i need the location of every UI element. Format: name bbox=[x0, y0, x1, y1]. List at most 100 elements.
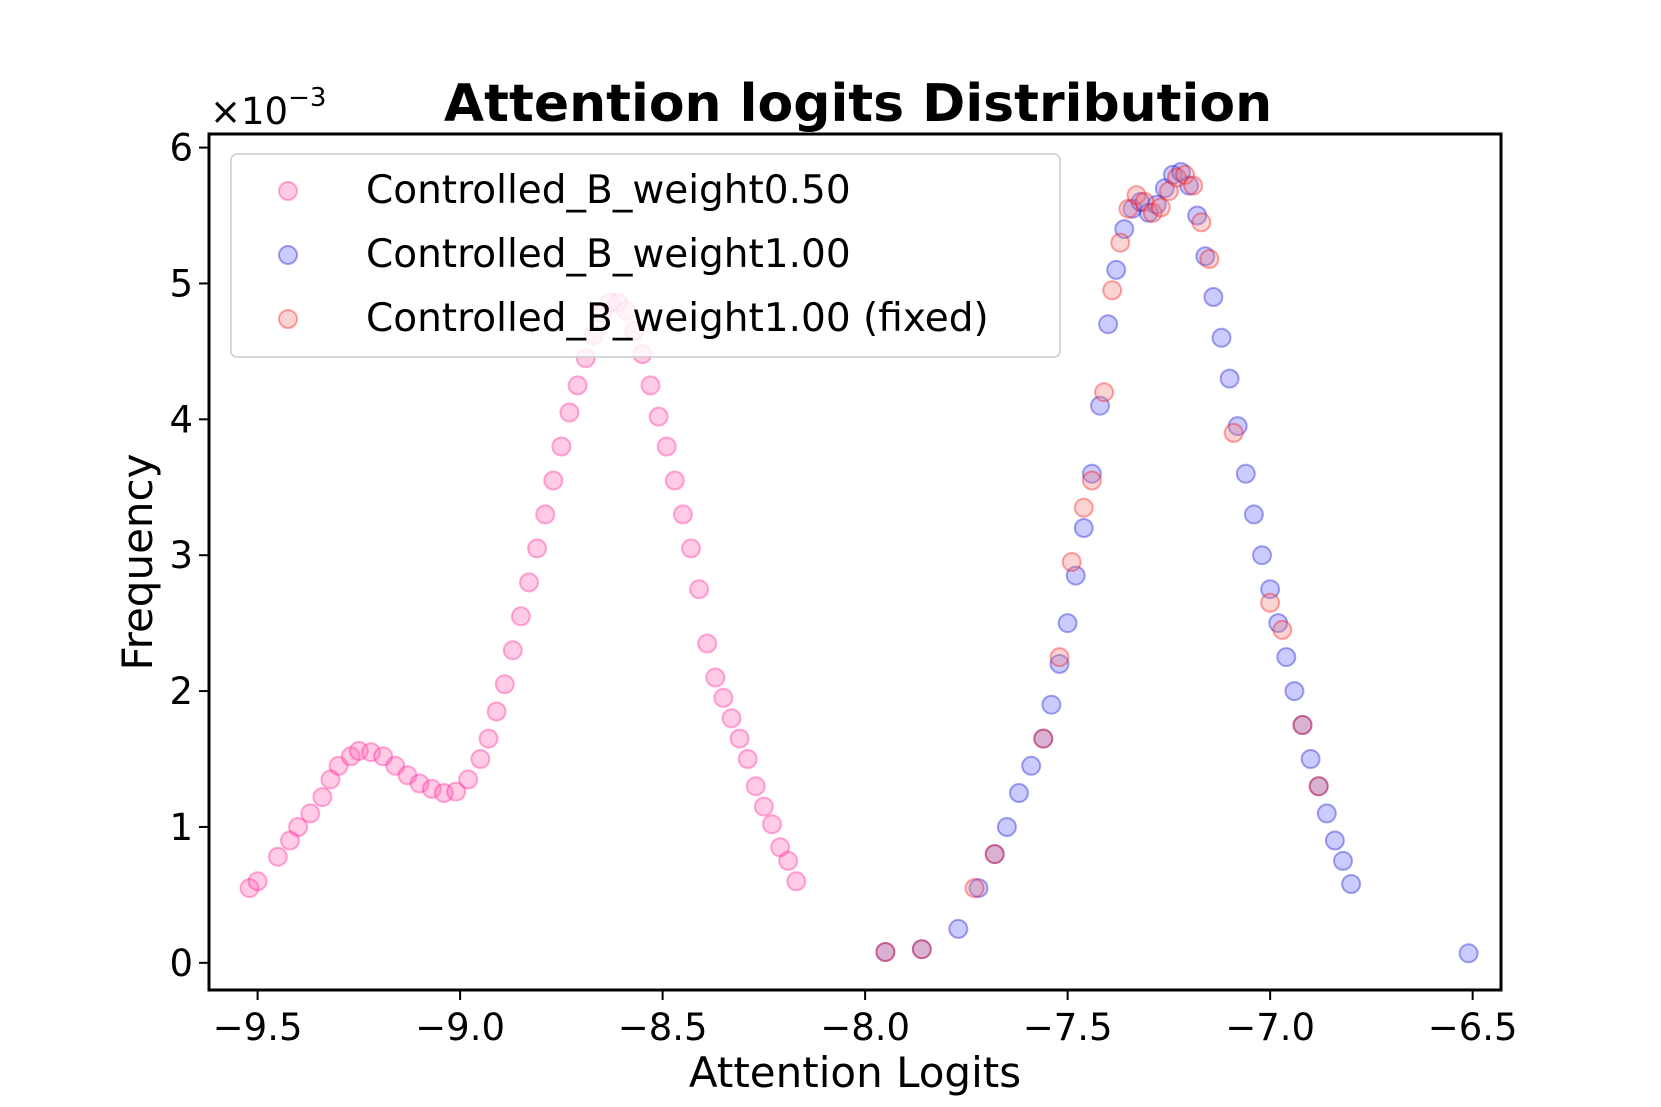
data-point-controlled-b-weight0-50 bbox=[729, 728, 750, 749]
y-tick-label: 1 bbox=[169, 806, 193, 849]
data-point-controlled-b-weight1-00 bbox=[1090, 395, 1110, 416]
y-tick-label: 5 bbox=[169, 262, 193, 305]
data-point-controlled-b-weight0-50 bbox=[778, 850, 799, 871]
data-point-controlled-b-weight1-00 bbox=[1252, 545, 1272, 566]
data-point-controlled-b-weight1-00 bbox=[1284, 681, 1305, 702]
data-point-controlled-b-weight1-00 bbox=[948, 918, 969, 939]
data-point-controlled-b-weight0-50 bbox=[470, 749, 491, 769]
data-point-controlled-b-weight0-50 bbox=[681, 538, 701, 559]
data-point-controlled-b-weight1-00 bbox=[1211, 327, 1232, 348]
data-point-controlled-b-weight1-00 bbox=[1122, 198, 1143, 219]
data-point-controlled-b-weight1-00-fixed bbox=[1073, 497, 1094, 518]
y-tick-label: 6 bbox=[169, 127, 193, 170]
data-point-controlled-b-weight0-50 bbox=[328, 755, 349, 776]
data-point-controlled-b-weight0-50 bbox=[697, 633, 718, 654]
data-point-controlled-b-weight0-50 bbox=[786, 871, 807, 892]
legend-label-weight050: Controlled_B_weight0.50 bbox=[366, 168, 851, 213]
y-axis-multiplier: ×10−3 bbox=[210, 83, 326, 133]
data-point-controlled-b-weight0-50 bbox=[300, 803, 321, 824]
x-tick-label: −8.0 bbox=[820, 1006, 910, 1049]
data-point-controlled-b-weight1-00 bbox=[875, 942, 896, 962]
data-point-controlled-b-weight1-00 bbox=[1138, 202, 1159, 223]
legend-label-weight100: Controlled_B_weight1.00 bbox=[366, 232, 851, 277]
data-point-controlled-b-weight1-00-fixed bbox=[984, 844, 1005, 865]
data-point-controlled-b-weight0-50 bbox=[713, 687, 734, 708]
y-axis-multiplier-base: ×10 bbox=[210, 90, 288, 133]
data-point-controlled-b-weight1-00-fixed bbox=[1134, 191, 1155, 212]
data-point-controlled-b-weight0-50 bbox=[288, 817, 309, 837]
y-axis-title: Frequency bbox=[113, 454, 162, 671]
y-tick-label: 3 bbox=[169, 534, 193, 577]
data-point-controlled-b-weight1-00-fixed bbox=[1260, 592, 1281, 613]
data-point-controlled-b-weight0-50 bbox=[421, 778, 442, 799]
data-point-controlled-b-weight1-00 bbox=[1130, 191, 1151, 212]
data-point-controlled-b-weight1-00 bbox=[996, 817, 1017, 837]
data-point-controlled-b-weight0-50 bbox=[446, 781, 467, 802]
data-point-controlled-b-weight1-00 bbox=[1203, 287, 1224, 307]
data-point-controlled-b-weight0-50 bbox=[656, 436, 677, 457]
data-point-controlled-b-weight1-00-fixed bbox=[1033, 728, 1054, 749]
data-point-controlled-b-weight0-50 bbox=[267, 846, 288, 867]
data-point-controlled-b-weight1-00 bbox=[1065, 565, 1086, 586]
data-point-controlled-b-weight0-50 bbox=[705, 667, 726, 688]
x-tick-label: −7.0 bbox=[1225, 1006, 1315, 1049]
data-point-controlled-b-weight1-00-fixed bbox=[1158, 181, 1179, 202]
data-point-controlled-b-weight1-00 bbox=[1146, 194, 1167, 215]
data-point-controlled-b-weight1-00 bbox=[1243, 504, 1264, 525]
data-point-controlled-b-weight0-50 bbox=[737, 749, 758, 769]
data-point-controlled-b-weight0-50 bbox=[361, 742, 381, 763]
data-point-controlled-b-weight1-00 bbox=[1162, 164, 1183, 185]
data-point-controlled-b-weight0-50 bbox=[559, 402, 580, 423]
x-tick-label: −6.5 bbox=[1428, 1006, 1518, 1049]
data-point-controlled-b-weight0-50 bbox=[312, 787, 333, 808]
data-point-controlled-b-weight0-50 bbox=[397, 765, 418, 786]
data-point-controlled-b-weight1-00-fixed bbox=[1094, 382, 1115, 403]
legend-marker-weight050 bbox=[278, 181, 298, 201]
data-point-controlled-b-weight1-00 bbox=[1057, 613, 1078, 634]
data-point-controlled-b-weight1-00 bbox=[1106, 259, 1127, 280]
data-point-controlled-b-weight0-50 bbox=[433, 783, 454, 803]
data-point-controlled-b-weight1-00-fixed bbox=[1191, 212, 1212, 233]
data-point-controlled-b-weight0-50 bbox=[239, 878, 260, 899]
data-point-controlled-b-weight1-00 bbox=[1195, 246, 1216, 267]
data-point-controlled-b-weight0-50 bbox=[478, 728, 499, 749]
x-tick-label: −9.5 bbox=[213, 1006, 303, 1049]
data-point-controlled-b-weight1-00-fixed bbox=[1183, 175, 1204, 196]
data-point-controlled-b-weight0-50 bbox=[527, 538, 548, 559]
data-point-controlled-b-weight0-50 bbox=[753, 796, 774, 817]
data-point-controlled-b-weight0-50 bbox=[519, 572, 539, 593]
data-point-controlled-b-weight0-50 bbox=[745, 776, 766, 797]
data-point-controlled-b-weight0-50 bbox=[320, 769, 341, 790]
data-point-controlled-b-weight0-50 bbox=[770, 837, 791, 858]
data-point-controlled-b-weight0-50 bbox=[648, 406, 669, 427]
x-tick-label: −7.5 bbox=[1023, 1006, 1113, 1049]
data-point-controlled-b-weight1-00-fixed bbox=[964, 878, 985, 899]
data-point-controlled-b-weight0-50 bbox=[502, 640, 523, 661]
data-point-controlled-b-weight1-00-fixed bbox=[1081, 470, 1102, 491]
legend-label-weight100-fixed: Controlled_B_weight1.00 (fixed) bbox=[366, 296, 989, 341]
data-point-controlled-b-weight1-00 bbox=[1300, 749, 1321, 769]
legend: Controlled_B_weight0.50 Controlled_B_wei… bbox=[230, 153, 1061, 358]
data-point-controlled-b-weight0-50 bbox=[672, 504, 693, 525]
data-point-controlled-b-weight0-50 bbox=[409, 773, 430, 794]
plot-area-frame bbox=[207, 132, 1503, 992]
data-point-controlled-b-weight1-00-fixed bbox=[1150, 197, 1171, 218]
data-point-controlled-b-weight1-00 bbox=[1292, 715, 1313, 735]
data-point-controlled-b-weight1-00 bbox=[1316, 803, 1337, 824]
x-axis-title: Attention Logits bbox=[689, 1048, 1021, 1097]
data-point-controlled-b-weight1-00 bbox=[1260, 579, 1281, 600]
data-point-controlled-b-weight1-00-fixed bbox=[1223, 422, 1244, 443]
data-point-controlled-b-weight1-00-fixed bbox=[1167, 167, 1187, 188]
data-point-controlled-b-weight0-50 bbox=[280, 830, 300, 851]
data-point-controlled-b-weight1-00 bbox=[1333, 850, 1353, 871]
data-point-controlled-b-weight1-00-fixed bbox=[1308, 776, 1329, 797]
data-point-controlled-b-weight1-00 bbox=[1171, 162, 1191, 182]
data-point-controlled-b-weight0-50 bbox=[535, 504, 556, 525]
data-point-controlled-b-weight1-00 bbox=[1021, 755, 1042, 776]
data-point-controlled-b-weight0-50 bbox=[348, 740, 369, 761]
data-point-controlled-b-weight1-00-fixed bbox=[1102, 280, 1123, 301]
data-point-controlled-b-weight0-50 bbox=[247, 871, 268, 892]
data-point-controlled-b-weight0-50 bbox=[458, 769, 479, 790]
data-point-controlled-b-weight1-00 bbox=[1073, 518, 1094, 538]
